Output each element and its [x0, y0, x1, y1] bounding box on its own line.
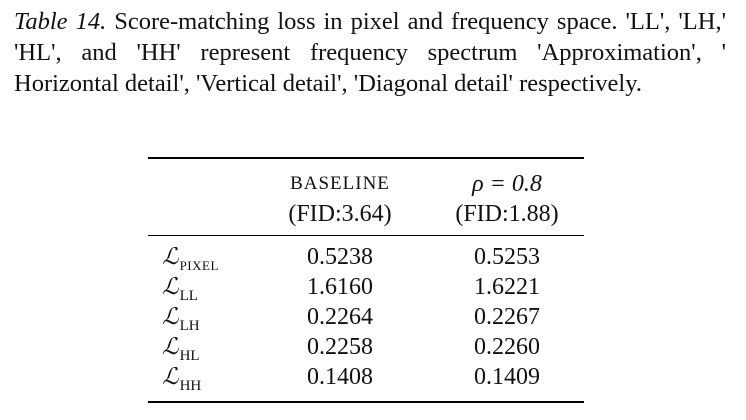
column-header-rho: ρ = 0.8 (FID:1.88)	[430, 169, 584, 229]
baseline-value: 0.2258	[307, 334, 373, 360]
table-row: ℒLL 1.6160 1.6221	[148, 272, 584, 304]
rho-value: 1.6221	[474, 274, 540, 300]
caption-label: Table 14.	[14, 8, 107, 35]
baseline-value: 0.2264	[307, 304, 373, 330]
table-row: ℒPIXEL 0.5238 0.5253	[148, 242, 584, 273]
table-row: ℒLH 0.2264 0.2267	[148, 302, 584, 334]
table-caption: Table 14. Score-matching loss in pixel a…	[14, 6, 726, 99]
baseline-header-fid: (FID:3.64)	[288, 201, 392, 227]
table-top-rule	[148, 157, 584, 159]
rho-header-label: ρ = 0.8	[472, 171, 542, 197]
baseline-header-label: BASELINE	[290, 173, 390, 194]
row-label: ℒPIXEL	[162, 244, 219, 273]
table-bottom-rule	[148, 401, 584, 403]
table-row: ℒHH 0.1408 0.1409	[148, 362, 584, 394]
row-label: ℒLH	[162, 304, 200, 334]
table-row: ℒHL 0.2258 0.2260	[148, 332, 584, 364]
rho-value: 0.2260	[474, 334, 540, 360]
rho-value: 0.2267	[474, 304, 540, 330]
table-mid-rule	[148, 235, 584, 236]
rho-value: 0.5253	[474, 244, 540, 270]
row-label: ℒLL	[162, 274, 198, 304]
baseline-value: 0.1408	[307, 364, 373, 390]
rho-header-fid: (FID:1.88)	[455, 201, 559, 227]
rho-value: 0.1409	[474, 364, 540, 390]
baseline-value: 1.6160	[307, 274, 373, 300]
row-label: ℒHH	[162, 364, 202, 394]
caption-text: Score-matching loss in pixel and frequen…	[14, 8, 726, 97]
baseline-value: 0.5238	[307, 244, 373, 270]
row-label: ℒHL	[162, 334, 200, 364]
column-header-baseline: BASELINE (FID:3.64)	[260, 169, 420, 229]
